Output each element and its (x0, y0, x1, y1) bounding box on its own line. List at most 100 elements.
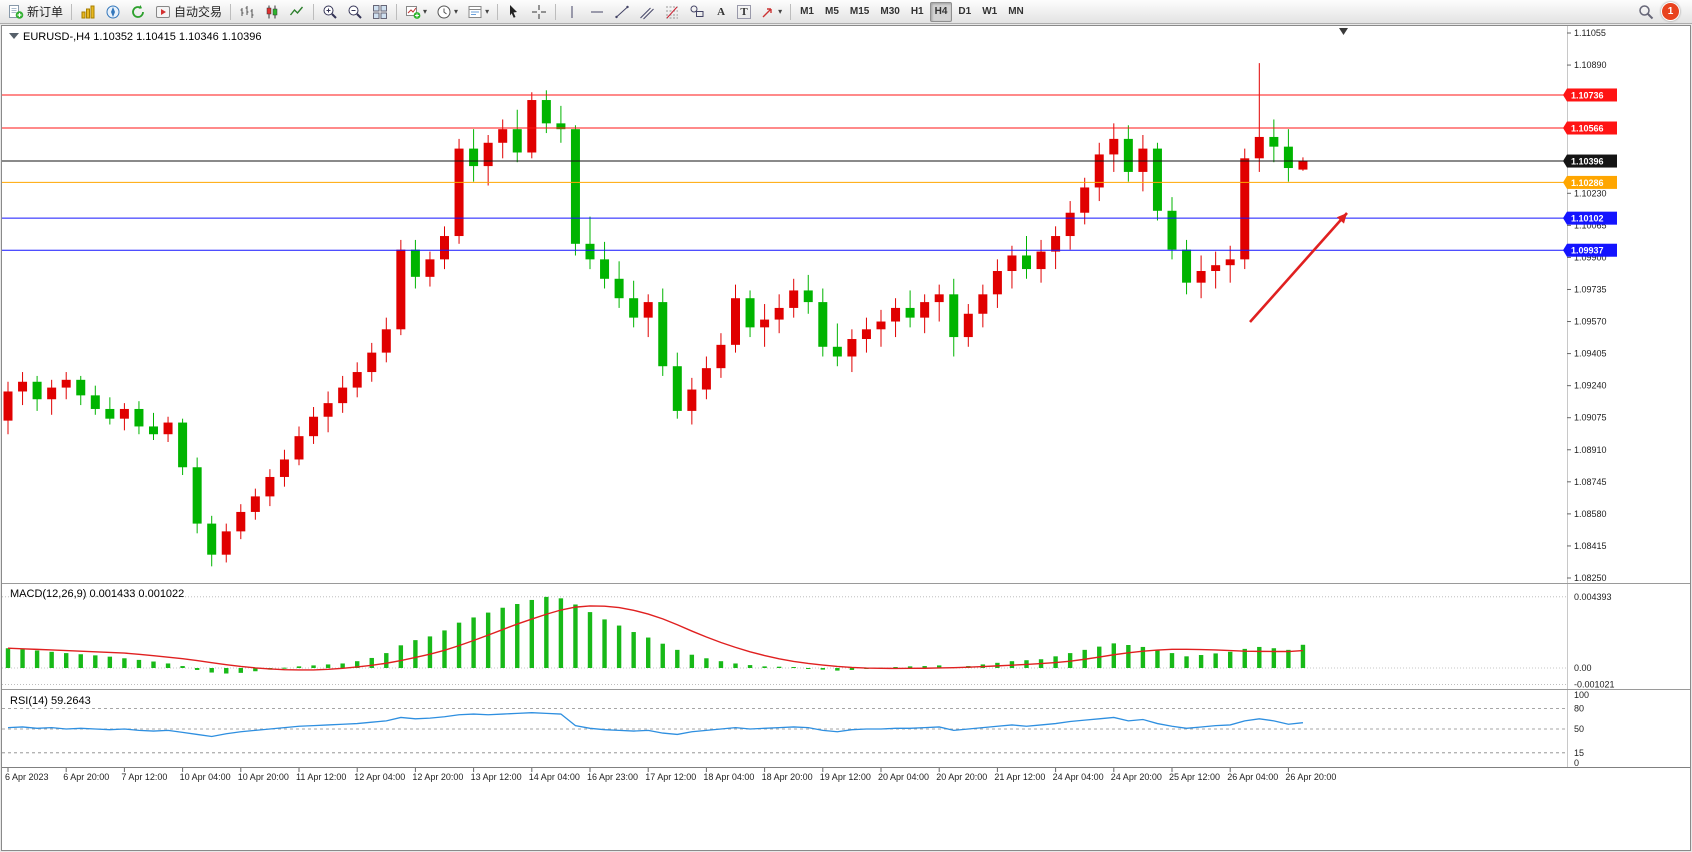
horizontal-line-icon (589, 4, 605, 20)
market-watch-icon (80, 4, 96, 20)
svg-text:50: 50 (1574, 724, 1584, 734)
zoom-in-button[interactable] (318, 2, 342, 22)
timeframe-m15-button[interactable]: M15 (845, 2, 874, 22)
svg-text:24 Apr 04:00: 24 Apr 04:00 (1053, 772, 1104, 782)
chart-window: 1.11055 1.10890 1.10230 1.10065 1.09900 1.097… (1, 25, 1691, 851)
zoom-out-button[interactable] (343, 2, 367, 22)
svg-text:1.09240: 1.09240 (1574, 381, 1607, 391)
tile-windows-button[interactable] (368, 2, 392, 22)
text-label-tool-button[interactable]: T (733, 2, 755, 22)
svg-text:1.08580: 1.08580 (1574, 509, 1607, 519)
fibonacci-tool-button[interactable] (660, 2, 684, 22)
line-chart-button[interactable] (285, 2, 309, 22)
price-badge-notch (1563, 88, 1567, 102)
rsi-panel: 100 80 50 150 (2, 690, 1589, 768)
chevron-down-icon: ▾ (423, 7, 428, 16)
market-watch-button[interactable] (76, 2, 100, 22)
svg-text:24 Apr 20:00: 24 Apr 20:00 (1111, 772, 1162, 782)
zoom-out-icon (347, 4, 363, 20)
svg-text:0.00: 0.00 (1574, 663, 1592, 673)
crosshair-icon (531, 4, 547, 20)
new-order-button[interactable]: 新订单 (4, 2, 67, 22)
svg-text:6 Apr 20:00: 6 Apr 20:00 (63, 772, 109, 782)
svg-text:1.10396: 1.10396 (1571, 157, 1604, 167)
svg-text:1.09570: 1.09570 (1574, 317, 1607, 327)
template-icon (467, 4, 483, 20)
price-badge-notch (1563, 154, 1567, 168)
text-tool-button[interactable]: A (710, 2, 732, 22)
trend-arrow[interactable] (1249, 212, 1348, 323)
separator (71, 3, 73, 20)
timeframe-m5-button[interactable]: M5 (820, 2, 844, 22)
shapes-tool-button[interactable] (685, 2, 709, 22)
timeframe-w1-button[interactable]: W1 (977, 2, 1002, 22)
svg-text:80: 80 (1574, 704, 1584, 714)
candlestick-chart-button[interactable] (260, 2, 284, 22)
timeframe-m30-button[interactable]: M30 (875, 2, 904, 22)
svg-text:1.10890: 1.10890 (1574, 60, 1607, 70)
chevron-down-icon: ▾ (485, 7, 490, 16)
toolbar: 新订单 自动交易 (0, 0, 1692, 24)
svg-text:1.08415: 1.08415 (1574, 541, 1607, 551)
svg-text:1.10065: 1.10065 (1574, 220, 1607, 230)
svg-text:14 Apr 04:00: 14 Apr 04:00 (529, 772, 580, 782)
text-tool-icon: A (717, 5, 726, 18)
autotrading-icon (155, 4, 171, 20)
price-badge (1567, 154, 1617, 168)
bar-chart-button[interactable] (235, 2, 259, 22)
timeframe-d1-button[interactable]: D1 (953, 2, 976, 22)
svg-text:10 Apr 04:00: 10 Apr 04:00 (180, 772, 231, 782)
chevron-down-icon: ▾ (454, 7, 459, 16)
vertical-line-tool-button[interactable] (560, 2, 584, 22)
svg-text:1.09075: 1.09075 (1574, 413, 1607, 423)
notification-badge[interactable]: 1 (1661, 2, 1680, 21)
svg-text:1.09900: 1.09900 (1574, 252, 1607, 262)
rsi-label: RSI(14) 59.2643 (10, 695, 91, 707)
templates-button[interactable]: ▾ (463, 2, 493, 22)
bar-chart-icon (239, 4, 255, 20)
timeframe-h4-button[interactable]: H4 (929, 1, 953, 22)
symbol-collapse-icon[interactable] (9, 33, 19, 39)
autotrading-button[interactable]: 自动交易 (151, 2, 226, 22)
periods-button[interactable]: ▾ (432, 2, 462, 22)
separator (497, 3, 499, 20)
timeframe-m1-button[interactable]: M1 (795, 2, 819, 22)
svg-text:18 Apr 04:00: 18 Apr 04:00 (703, 772, 754, 782)
svg-text:12 Apr 20:00: 12 Apr 20:00 (412, 772, 463, 782)
crosshair-tool-button[interactable] (527, 2, 551, 22)
separator (230, 3, 232, 20)
channel-icon (639, 4, 655, 20)
refresh-button[interactable] (126, 2, 150, 22)
horizontal-line-tool-button[interactable] (585, 2, 609, 22)
macd-panel: 0.004393 0.00 -0.001021 (2, 592, 1615, 690)
price-chart[interactable]: 1.11055 1.10890 1.10230 1.10065 1.09900 1.097… (2, 26, 1690, 850)
navigator-icon (105, 4, 121, 20)
chart-shift-marker[interactable] (1339, 28, 1348, 35)
arrows-tool-button[interactable]: ▾ (756, 2, 786, 22)
price-badge-notch (1563, 121, 1567, 135)
arrow-tool-icon (760, 4, 776, 20)
svg-text:6 Apr 2023: 6 Apr 2023 (5, 772, 49, 782)
cursor-tool-button[interactable] (502, 2, 526, 22)
svg-text:1.09735: 1.09735 (1574, 284, 1607, 294)
indicators-button[interactable]: ▾ (401, 2, 431, 22)
timeframe-mn-button[interactable]: MN (1003, 2, 1029, 22)
channel-tool-button[interactable] (635, 2, 659, 22)
svg-text:1.08250: 1.08250 (1574, 573, 1607, 583)
svg-text:100: 100 (1574, 690, 1589, 700)
svg-text:1.08910: 1.08910 (1574, 445, 1607, 455)
new-order-icon (8, 4, 24, 20)
toolbar-right: 1 (1638, 2, 1688, 21)
separator (555, 3, 557, 20)
search-icon[interactable] (1638, 4, 1654, 20)
svg-text:25 Apr 12:00: 25 Apr 12:00 (1169, 772, 1220, 782)
svg-text:-0.001021: -0.001021 (1574, 680, 1615, 690)
macd-signal-line (7, 605, 1303, 671)
timeframe-h1-button[interactable]: H1 (906, 2, 929, 22)
price-badge-notch (1563, 211, 1567, 225)
line-chart-icon (289, 4, 305, 20)
navigator-button[interactable] (101, 2, 125, 22)
svg-text:26 Apr 20:00: 26 Apr 20:00 (1285, 772, 1336, 782)
trendline-tool-button[interactable] (610, 2, 634, 22)
